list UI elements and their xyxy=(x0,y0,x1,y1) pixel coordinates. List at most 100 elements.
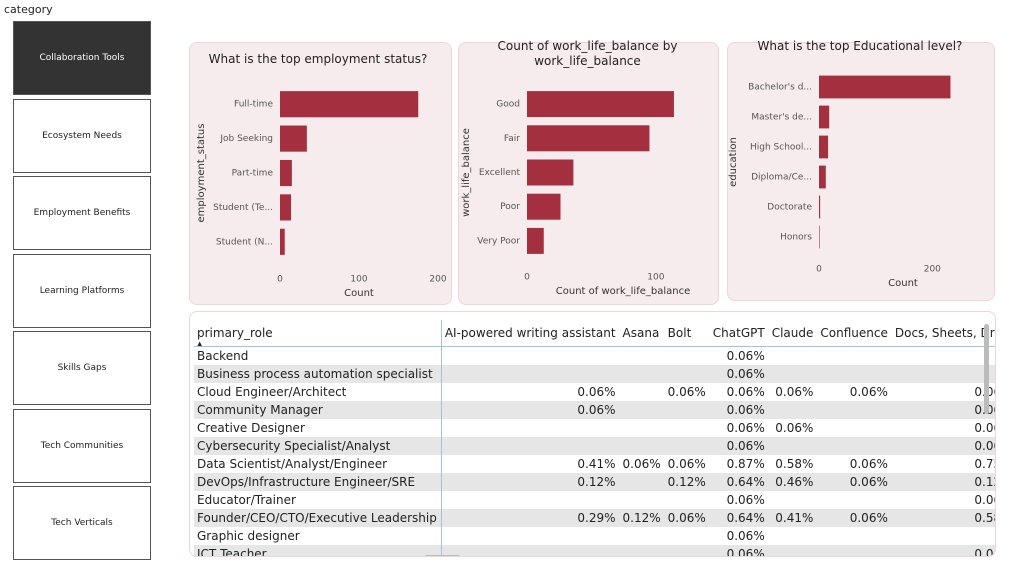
x-axis-title: Count xyxy=(888,278,918,289)
table-cell: 0.06% xyxy=(849,457,888,471)
header-row: primary_role ▲ AI-powered writing assistan… xyxy=(194,320,995,347)
chart-card xyxy=(189,42,452,305)
slicer-button[interactable]: Employment Benefits xyxy=(13,176,151,250)
bar xyxy=(819,75,951,99)
table-cell xyxy=(619,437,665,455)
table-cell: 0.06% xyxy=(577,385,616,399)
table-cell: 0.06% xyxy=(441,401,620,419)
slicer-button[interactable]: Collaboration Tools xyxy=(13,21,151,95)
table-cell xyxy=(817,437,892,455)
table-cell xyxy=(619,365,665,383)
bar xyxy=(280,194,292,221)
table-cell xyxy=(817,347,891,366)
y-tick-label: High School... xyxy=(750,143,812,153)
table-cell: 0.06% xyxy=(817,473,892,491)
table-cell: 0.64% xyxy=(709,509,769,527)
table: primary_role ▲ AI-powered writing assistan… xyxy=(194,320,995,556)
table-cell xyxy=(620,347,665,366)
table-cell xyxy=(768,437,818,455)
table-cell: Business process automation specialist xyxy=(194,365,442,383)
bar xyxy=(527,159,574,186)
table-cell xyxy=(665,527,710,545)
table-cell xyxy=(441,419,619,437)
bar xyxy=(527,193,561,220)
table-cell: 0.12% xyxy=(619,509,665,527)
chart-card xyxy=(458,42,719,305)
table-cell xyxy=(620,491,665,509)
table-row: Creative Designer 0.06% 0.06% 0.06% xyxy=(194,419,995,437)
x-axis-title: Count of work_life_balance xyxy=(556,286,691,297)
slicer-button[interactable]: Ecosystem Needs xyxy=(13,98,151,173)
table-cell xyxy=(768,401,818,419)
y-axis-title: employment_status xyxy=(196,124,207,223)
slicer-button[interactable]: Tech Verticals xyxy=(13,486,151,560)
y-tick-label: Student (Te... xyxy=(213,203,273,213)
y-tick-label: Doctorate xyxy=(767,203,812,213)
table-cell xyxy=(817,401,892,419)
y-tick-label: Full-time xyxy=(234,100,273,110)
table-cell xyxy=(620,383,665,401)
table-cell: 0.06% xyxy=(622,457,661,471)
scrollbar xyxy=(425,555,460,556)
table-row: Business process automation specialist 0.… xyxy=(194,365,995,383)
table-cell xyxy=(441,365,620,383)
table-cell: 0.06% xyxy=(849,385,888,399)
slicer-button[interactable]: Skills Gaps xyxy=(13,331,151,405)
column-header[interactable]: Bolt xyxy=(664,320,710,347)
column-header[interactable]: Docs, Sheets, Drive xyxy=(891,320,995,347)
chart-title: What is the top employment status? xyxy=(208,52,428,66)
y-axis-title: work_life_balance xyxy=(461,128,472,217)
table-cell: 0.06% xyxy=(709,401,769,419)
table-cell xyxy=(620,419,665,437)
table-cell: 0.06% xyxy=(709,437,769,455)
y-tick-label: Excellent xyxy=(479,168,521,178)
column-header[interactable]: Asana xyxy=(619,320,665,347)
y-tick-label: Fair xyxy=(504,134,520,144)
y-tick-label: Honors xyxy=(780,233,812,243)
table-cell: Cloud Engineer/Architect xyxy=(194,383,442,401)
x-tick-label: 100 xyxy=(647,273,664,283)
y-tick-label: Part-time xyxy=(232,169,274,179)
table-cell xyxy=(619,473,665,491)
bar xyxy=(819,105,830,129)
y-tick-label: Poor xyxy=(500,202,520,212)
table-cell xyxy=(891,365,995,383)
table-cell xyxy=(619,545,665,556)
table-cell: 0.06% xyxy=(817,509,892,527)
table-cell: 0.12% xyxy=(891,473,995,491)
y-tick-label: Good xyxy=(496,100,520,110)
table-cell xyxy=(441,491,619,509)
table-cell xyxy=(769,347,818,366)
table-cell: ICT Teacher xyxy=(194,545,442,556)
column-header[interactable]: Claude xyxy=(768,320,818,347)
x-tick-label: 0 xyxy=(277,275,283,285)
table-cell: 0.58% xyxy=(775,457,814,471)
table-cell xyxy=(768,545,818,556)
table-cell: Cybersecurity Specialist/Analyst xyxy=(194,437,442,455)
bar xyxy=(819,135,829,159)
table-cell xyxy=(441,437,620,455)
table-row: Graphic designer 0.06% xyxy=(194,527,995,545)
table-cell xyxy=(817,527,891,545)
table-cell xyxy=(769,491,818,509)
table-row: Cybersecurity Specialist/Analyst 0.06% 0.0… xyxy=(194,437,995,455)
bar xyxy=(819,195,821,219)
table-cell xyxy=(817,365,892,383)
column-header[interactable]: ChatGPT xyxy=(709,320,769,347)
slicer-button[interactable]: Learning Platforms xyxy=(13,253,151,328)
table-cell: 0.06% xyxy=(726,493,765,507)
column-header[interactable]: AI-powered writing assistant xyxy=(441,320,620,347)
bar xyxy=(527,91,674,118)
slicer-button[interactable]: Tech Communities xyxy=(13,408,151,483)
column-header[interactable]: Confluence xyxy=(817,320,892,347)
table-cell: 0.75% xyxy=(974,457,995,471)
bar xyxy=(527,125,650,152)
table-cell xyxy=(620,527,665,545)
bar xyxy=(280,91,419,118)
table-cell: 0.87% xyxy=(726,457,765,471)
column-header[interactable]: primary_role ▲ xyxy=(194,320,442,347)
table-cell: Data Scientist/Analyst/Engineer xyxy=(194,455,442,473)
table-cell: Educator/Trainer xyxy=(194,491,442,509)
